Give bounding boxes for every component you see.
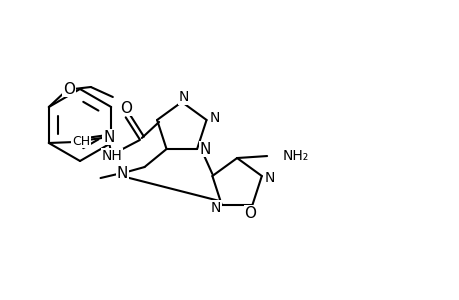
Text: N: N [199,142,210,157]
Text: O: O [119,100,132,116]
Text: CH: CH [72,134,90,148]
Text: O: O [63,82,75,97]
Text: N: N [178,90,189,104]
Text: NH: NH [101,149,122,163]
Text: N: N [209,111,219,125]
Text: N: N [264,171,274,185]
Text: NH₂: NH₂ [282,149,309,163]
Text: O: O [244,206,256,220]
Text: N: N [103,130,114,145]
Text: N: N [117,166,128,181]
Text: N: N [210,201,220,215]
